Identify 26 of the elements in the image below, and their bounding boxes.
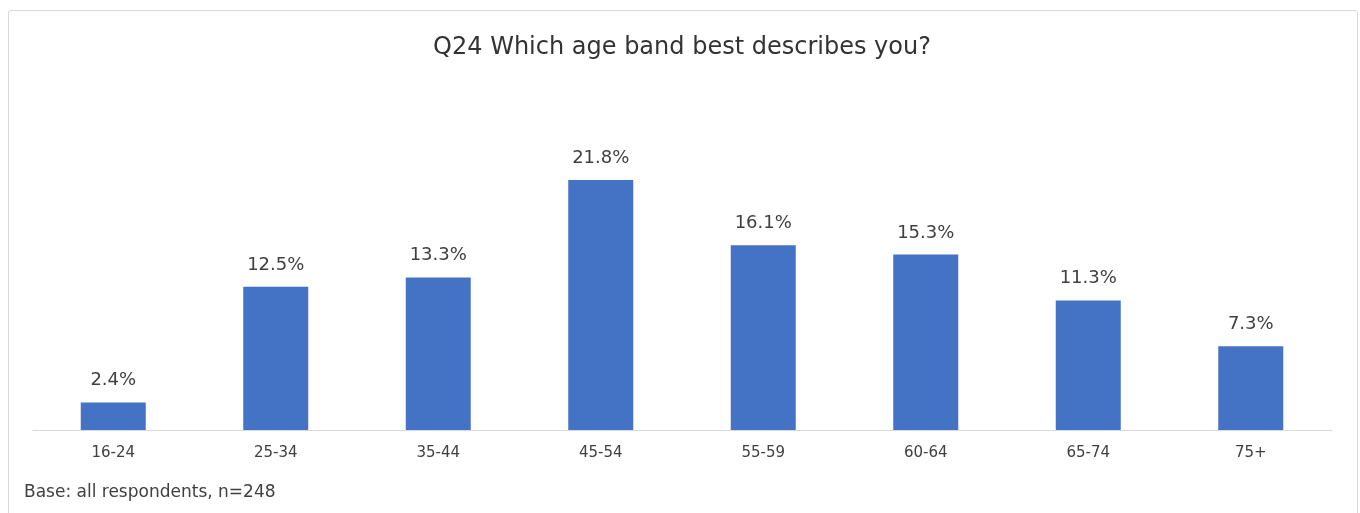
data-label: 21.8% (572, 146, 630, 167)
x-tick-label: 60-64 (903, 442, 948, 461)
text: Base: all respondents, n=248 (24, 481, 276, 501)
data-label: 11.3% (1059, 266, 1117, 288)
x-tick-label: 65-74 (1066, 442, 1111, 461)
x-tick-label: 16-24 (91, 442, 136, 461)
bar (568, 180, 634, 430)
bar (405, 277, 471, 430)
bar (80, 402, 146, 430)
bar (893, 254, 959, 430)
bar (1218, 346, 1284, 430)
bar (1055, 300, 1121, 430)
data-label: 16.1% (734, 211, 792, 233)
x-tick-label: 45-54 (578, 442, 623, 461)
x-tick-label: 55-59 (741, 442, 786, 461)
data-label: 15.3% (897, 220, 955, 242)
chart-title: Q24 Which age band best describes you? (433, 32, 931, 60)
x-tick-label: 25-34 (253, 442, 298, 461)
bar (730, 245, 796, 430)
data-label: 12.5% (247, 252, 305, 274)
bar (243, 286, 309, 430)
x-tick-label: 75+ (1234, 442, 1267, 461)
data-label: 13.3% (409, 243, 467, 265)
data-label: 2.4% (90, 368, 137, 390)
x-tick-label: 35-44 (416, 442, 461, 461)
data-label: 7.3% (1227, 312, 1274, 334)
